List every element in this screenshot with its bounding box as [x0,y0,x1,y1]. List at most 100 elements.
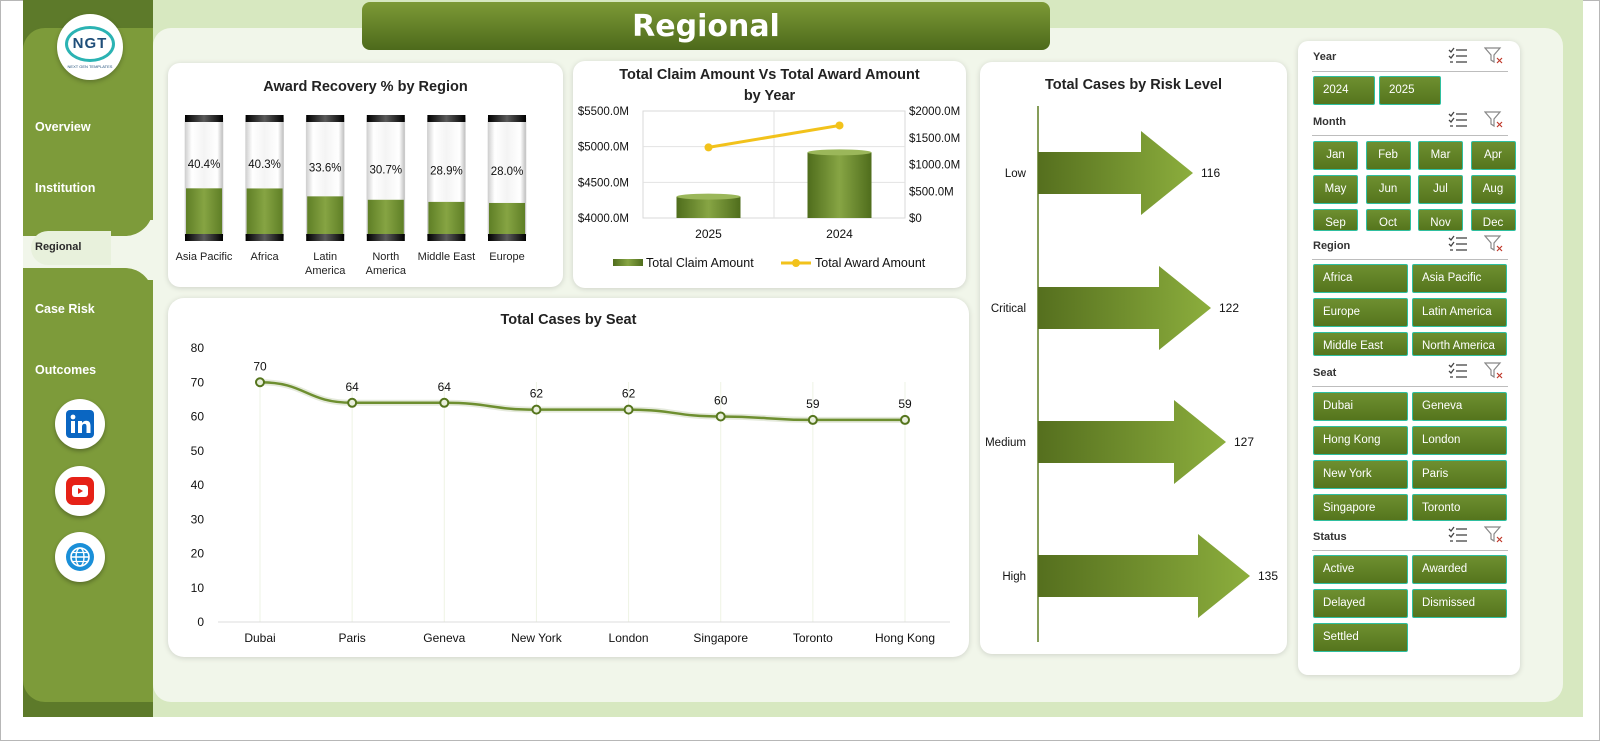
seat-chip[interactable]: Paris [1412,460,1507,489]
claim-vs-award-chart: $5500.0M $5000.0M $4500.0M $4000.0M $2000.0M… [578,106,960,270]
status-clear-filter-icon[interactable] [1483,526,1504,544]
month-chip-Aug[interactable]: Aug [1470,175,1516,204]
tick-label: North [372,251,399,263]
month-chip-May[interactable]: May [1313,175,1358,204]
risk-level-chart: Low 116 Critical 122 Medium 127 High 135 [985,106,1278,642]
y-tick: 50 [191,444,205,458]
line-point [835,121,844,130]
month-chip-Oct[interactable]: Oct [1365,209,1411,231]
claim-vs-award-title-line1: Total Claim Amount Vs Total Award Amount [619,67,920,83]
month-multiselect-icon[interactable] [1448,111,1468,129]
tick-label: Asia Pacific [176,251,233,263]
seat-chip[interactable]: Toronto [1412,494,1507,521]
y-right-tick: $500.0M [909,186,954,198]
bar [307,196,344,236]
seat-chip[interactable]: London [1412,426,1507,455]
risk-level-title: Total Cases by Risk Level [1044,77,1223,93]
y-right-tick: $1000.0M [909,160,960,172]
month-chip-Apr[interactable]: Apr [1470,141,1516,170]
region-chip[interactable]: Asia Pacific [1412,264,1507,293]
linkedin-icon [66,410,94,438]
website-button[interactable] [55,532,105,582]
year-clear-filter-icon[interactable] [1483,47,1504,65]
tick-label: Middle East [418,251,475,263]
tick-label: Europe [489,251,524,263]
cylinder-cap-bottom [488,234,526,241]
year-multiselect-icon[interactable] [1448,47,1468,65]
seat-chip[interactable]: Singapore [1313,494,1408,521]
seat-multiselect-icon[interactable] [1448,362,1468,380]
status-chip[interactable]: Dismissed [1412,589,1507,618]
seat-clear-filter-icon[interactable] [1483,362,1504,380]
x-tick: Geneva [423,631,465,645]
award-recovery-chart: 40.4% Asia Pacific 40.3% Africa 33.6% Latin Am… [176,115,527,277]
region-multiselect-icon[interactable] [1448,235,1468,253]
status-chip[interactable]: Active [1313,555,1408,584]
bar-top [807,149,872,156]
x-tick: 2024 [826,227,853,241]
bar [489,202,525,236]
month-clear-filter-icon[interactable] [1483,111,1504,129]
status-multiselect-icon[interactable] [1448,526,1468,544]
seat-chip[interactable]: New York [1313,460,1408,489]
legend-label: Total Award Amount [815,256,926,270]
nav-regional[interactable]: Regional [31,231,111,265]
nav-institution[interactable]: Institution [35,181,96,195]
x-tick: Dubai [244,631,275,645]
seat-chip[interactable]: Dubai [1313,392,1408,421]
linkedin-button[interactable] [55,399,105,449]
sidebar-curve-bottom [23,268,153,308]
seat-chip[interactable]: Hong Kong [1313,426,1408,455]
year-chip-2024[interactable]: 2024 [1313,76,1375,105]
month-chip-Sep[interactable]: Sep [1313,209,1358,231]
ngt-logo: NGT NEXT GEN TEMPLATES [57,14,123,80]
seat-chip[interactable]: Geneva [1412,392,1507,421]
month-chip-Dec[interactable]: Dec [1470,209,1516,231]
award-recovery-card: Award Recovery % by Region 40.4% Asia Pac… [168,63,563,287]
sidebar [23,28,153,702]
status-chip[interactable]: Awarded [1412,555,1507,584]
data-label: 64 [438,380,452,394]
bar [186,188,222,236]
month-chip-Jul[interactable]: Jul [1418,175,1463,204]
region-clear-filter-icon[interactable] [1483,235,1504,253]
cases-by-seat-card: Total Cases by Seat 80 70 60 50 40 30 20 10 0 Dub… [168,298,969,657]
region-chip[interactable]: Africa [1313,264,1408,293]
nav-case-risk[interactable]: Case Risk [35,302,95,316]
month-chip-Nov[interactable]: Nov [1418,209,1463,231]
x-tick: 2025 [695,227,722,241]
status-chip[interactable]: Delayed [1313,589,1408,618]
region-chip[interactable]: Europe [1313,298,1408,327]
month-chip-Feb[interactable]: Feb [1365,141,1411,170]
cylinder-cap-top [306,115,345,122]
claim-vs-award-title-line2: by Year [743,88,796,104]
data-label: 122 [1219,301,1239,315]
region-chip[interactable]: Middle East [1313,332,1408,356]
page-title: Regional [632,8,780,44]
region-chip[interactable]: North America [1412,332,1507,356]
x-tick: Toronto [793,631,833,645]
nav-overview[interactable]: Overview [35,120,91,134]
year-slicer-title: Year [1313,51,1337,63]
cylinder-cap-bottom [245,234,284,241]
data-label: 62 [622,387,636,401]
data-label: 59 [898,397,912,411]
data-label: 28.0% [491,166,524,178]
data-label: 135 [1258,569,1278,583]
month-chip-Jan[interactable]: Jan [1313,141,1358,170]
nav-outcomes[interactable]: Outcomes [35,363,97,377]
month-chip-Mar[interactable]: Mar [1418,141,1463,170]
status-slicer-title: Status [1313,531,1347,543]
status-chip[interactable]: Settled [1313,623,1408,652]
year-chip-2025[interactable]: 2025 [1379,76,1441,105]
y-tick: 30 [191,512,205,526]
line-point [531,404,542,415]
tick-label: Medium [985,437,1026,449]
youtube-button[interactable] [55,466,105,516]
bar [246,188,283,236]
line-point [623,404,634,415]
region-chip[interactable]: Latin America [1412,298,1507,327]
y-left-tick: $5000.0M [578,142,629,154]
y-tick: 20 [191,547,205,561]
month-chip-Jun[interactable]: Jun [1365,175,1411,204]
